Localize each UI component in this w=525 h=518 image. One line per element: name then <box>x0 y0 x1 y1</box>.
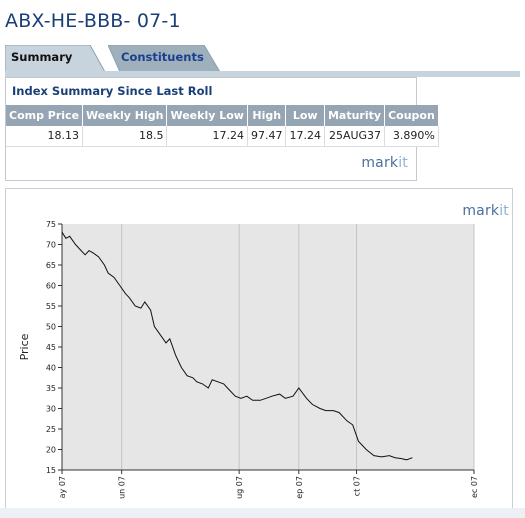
tab-summary[interactable]: Summary <box>5 45 105 72</box>
y-tick-label: 60 <box>46 282 56 291</box>
x-tick-label: ec 07 <box>470 476 479 498</box>
cell-maturity: 25AUG37 <box>324 126 386 147</box>
price-chart: ay 07 un 07 ug 07 ep 07 ct 07 ec 07 15 20 25 30 35… <box>18 220 479 499</box>
tab-constituents-background <box>108 45 220 72</box>
y-tick-label: 20 <box>46 446 56 455</box>
chart-markit-logo-suffix: it <box>499 203 509 219</box>
col-weekly-high: Weekly High <box>82 105 168 126</box>
y-tick-label: 55 <box>46 302 56 311</box>
tab-summary-background <box>5 45 105 72</box>
y-tick-label: 70 <box>46 241 56 250</box>
y-tick-label: 15 <box>46 466 56 475</box>
col-low: Low <box>285 105 325 126</box>
cell-coupon: 3.890% <box>384 126 439 147</box>
table-row: 18.13 18.5 17.24 97.47 17.24 25AUG37 3.8… <box>6 126 439 147</box>
col-comp-price: Comp Price <box>6 105 84 126</box>
chart-markit-logo: markit <box>462 203 509 219</box>
panel-heading: Index Summary Since Last Roll <box>12 84 213 98</box>
cell-low: 17.24 <box>285 126 325 147</box>
y-tick-label: 30 <box>46 405 56 414</box>
summary-table: Comp Price Weekly High Weekly Low High L… <box>6 105 439 147</box>
page-title: ABX-HE-BBB- 07-1 <box>5 10 181 32</box>
y-tick-label: 40 <box>46 364 56 373</box>
cell-weekly-high: 18.5 <box>82 126 168 147</box>
y-tick-label: 65 <box>46 261 56 270</box>
y-tick-label: 25 <box>46 425 56 434</box>
col-coupon: Coupon <box>384 105 439 126</box>
x-tick-label: ct 07 <box>353 476 362 496</box>
y-tick-label: 50 <box>46 323 56 332</box>
cell-high: 97.47 <box>247 126 287 147</box>
x-tick-label: un 07 <box>118 476 127 499</box>
tab-summary-label: Summary <box>11 50 73 64</box>
col-weekly-low: Weekly Low <box>166 105 248 126</box>
markit-logo: markit <box>361 155 408 171</box>
tab-constituents[interactable]: Constituents <box>108 45 220 72</box>
cell-weekly-low: 17.24 <box>166 126 248 147</box>
y-tick-label: 35 <box>46 384 56 393</box>
x-tick-label: ug 07 <box>235 476 244 499</box>
tab-strip <box>5 71 520 77</box>
chart-markit-logo-main: mark <box>462 203 500 219</box>
table-header-row: Comp Price Weekly High Weekly Low High L… <box>6 105 439 126</box>
y-tick-label: 45 <box>46 343 56 352</box>
price-chart-panel: markit ay 07 un 07 ug 07 ep 07 ct 07 ec 07 15 2… <box>5 188 513 518</box>
index-summary-panel: Index Summary Since Last Roll Comp Price… <box>5 77 439 181</box>
bottom-strip <box>0 508 525 518</box>
cell-comp-price: 18.13 <box>6 126 84 147</box>
tab-bar: Summary Constituents <box>5 45 520 72</box>
x-tick-label: ay 07 <box>58 476 67 498</box>
y-axis-label: Price <box>18 333 31 360</box>
col-maturity: Maturity <box>324 105 386 126</box>
tab-constituents-label: Constituents <box>121 50 204 64</box>
y-tick-label: 75 <box>46 220 56 229</box>
price-series-line <box>61 231 413 461</box>
col-high: High <box>247 105 287 126</box>
markit-logo-suffix: it <box>398 155 408 171</box>
plot-area <box>62 224 474 470</box>
x-tick-label: ep 07 <box>295 476 304 499</box>
markit-logo-main: mark <box>361 155 399 171</box>
